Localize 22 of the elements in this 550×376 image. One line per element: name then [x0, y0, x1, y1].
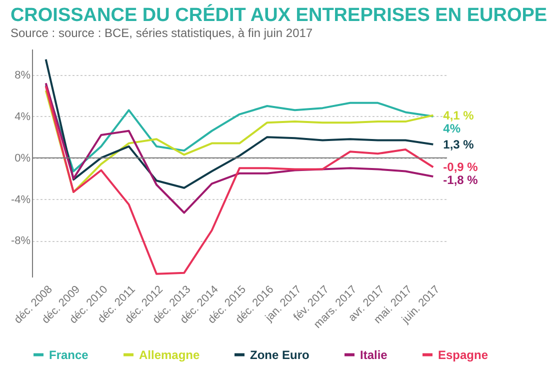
y-tick-label: 4%: [14, 110, 31, 123]
line-series: [44, 85, 434, 275]
annotation: 1,3 %: [443, 137, 474, 152]
y-tick-label: 0%: [14, 152, 31, 164]
line-series: [44, 58, 434, 189]
y-tick-label: -4%: [10, 194, 31, 206]
annotation: -1,8 %: [443, 173, 478, 188]
chart-subtitle: Source : source : BCE, séries statistiques, à fin juin 2017: [10, 26, 313, 40]
chart-title: CROISSANCE DU CRÉDIT AUX ENTREPRISES EN EUROPE: [10, 4, 548, 26]
legend-label: France: [49, 348, 89, 362]
line-series: [44, 84, 434, 172]
annotation: 4%: [443, 121, 461, 136]
legend-label: Allemagne: [139, 348, 200, 362]
y-tick-label: 8%: [14, 69, 31, 82]
legend-label: Italie: [360, 348, 388, 362]
legend-label: Espagne: [438, 348, 488, 362]
annotation: 4,1 %: [443, 108, 474, 122]
y-tick-label: -8%: [10, 235, 31, 248]
annotation: -0,9 %: [443, 160, 478, 174]
line-series: [44, 89, 434, 194]
line-series: [44, 82, 434, 214]
legend-label: Zone Euro: [250, 348, 310, 362]
